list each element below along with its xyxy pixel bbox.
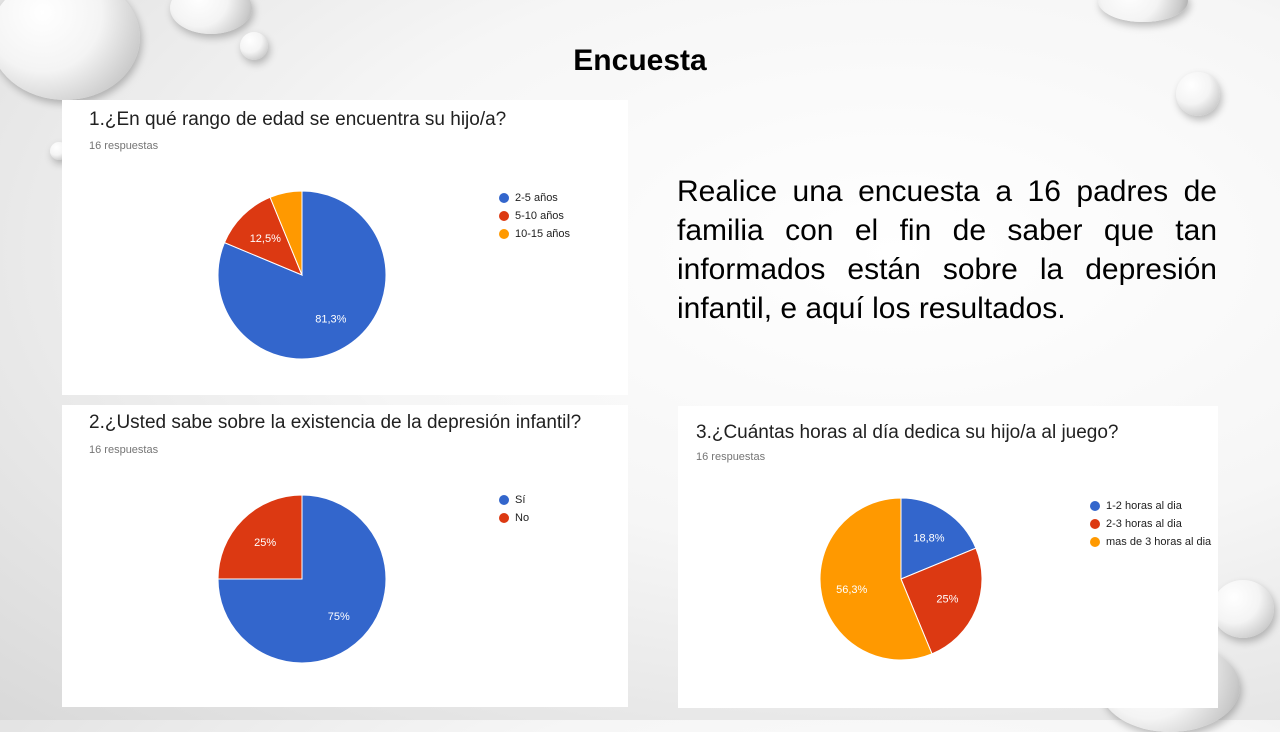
survey-panel-3: 3.¿Cuántas horas al día dedica su hijo/a… <box>678 406 1218 708</box>
question-1-responses: 16 respuestas <box>89 140 159 152</box>
legend-dot <box>499 229 509 239</box>
question-3-responses: 16 respuestas <box>696 451 766 463</box>
legend-dot <box>499 193 509 203</box>
intro-text: Realice una encuesta a 16 padres de fami… <box>677 175 1217 325</box>
water-drop <box>170 0 252 34</box>
pie-slice <box>217 494 303 580</box>
legend-dot <box>499 513 509 523</box>
pie-data-label: 56,3% <box>836 584 867 596</box>
legend-item: Sí <box>499 491 529 509</box>
legend-3: 1-2 horas al dia 2-3 horas al dia mas de… <box>1090 497 1211 551</box>
legend-dot <box>1090 519 1100 529</box>
legend-dot <box>499 495 509 505</box>
question-1-title: 1.¿En qué rango de edad se encuentra su … <box>89 109 507 130</box>
water-drop <box>1212 580 1274 638</box>
pie-chart-2: 75% 25% <box>217 494 387 664</box>
legend-dot <box>1090 537 1100 547</box>
pie-chart-3: 18,8% 25% 56,3% <box>819 497 983 661</box>
legend-item: 2-3 horas al dia <box>1090 515 1211 533</box>
legend-1: 2-5 años 5-10 años 10-15 años <box>499 189 570 243</box>
pie-slice <box>819 497 933 661</box>
legend-dot <box>1090 501 1100 511</box>
water-drop <box>1098 0 1188 22</box>
pie-data-label: 81,3% <box>315 313 346 325</box>
pie-data-label: 25% <box>254 537 276 549</box>
slide-title: Encuesta <box>573 44 707 77</box>
legend-label: 5-10 años <box>515 210 564 222</box>
question-2-responses: 16 respuestas <box>89 444 159 456</box>
pie-slice <box>217 494 387 664</box>
water-drop <box>1176 72 1220 116</box>
legend-label: Sí <box>515 494 526 506</box>
legend-dot <box>499 211 509 221</box>
legend-2: Sí No <box>499 491 529 527</box>
legend-item: 1-2 horas al dia <box>1090 497 1211 515</box>
pie-slice <box>900 497 977 580</box>
question-3-title: 3.¿Cuántas horas al día dedica su hijo/a… <box>696 422 1119 443</box>
survey-panel-1: 1.¿En qué rango de edad se encuentra su … <box>62 100 628 395</box>
legend-label: 10-15 años <box>515 228 571 240</box>
pie-data-label: 25% <box>936 593 958 605</box>
legend-item: 10-15 años <box>499 225 570 243</box>
pie-slice <box>223 196 303 276</box>
survey-panel-2: 2.¿Usted sabe sobre la existencia de la … <box>62 405 628 707</box>
legend-item: 5-10 años <box>499 207 570 225</box>
legend-item: 2-5 años <box>499 189 570 207</box>
legend-item: mas de 3 horas al dia <box>1090 533 1211 551</box>
pie-chart-1: 81,3% 12,5% <box>217 190 387 360</box>
pie-data-label: 75% <box>328 611 350 623</box>
legend-label: 2-3 horas al dia <box>1106 518 1182 530</box>
pie-data-label: 18,8% <box>913 532 944 544</box>
legend-label: 2-5 años <box>515 192 558 204</box>
legend-label: mas de 3 horas al dia <box>1106 536 1212 548</box>
question-2-title: 2.¿Usted sabe sobre la existencia de la … <box>89 412 582 433</box>
pie-slice <box>269 190 303 276</box>
pie-data-label: 12,5% <box>250 233 281 245</box>
legend-label: No <box>515 512 530 524</box>
legend-label: 1-2 horas al dia <box>1106 500 1182 512</box>
legend-item: No <box>499 509 529 527</box>
water-drop <box>240 32 268 60</box>
